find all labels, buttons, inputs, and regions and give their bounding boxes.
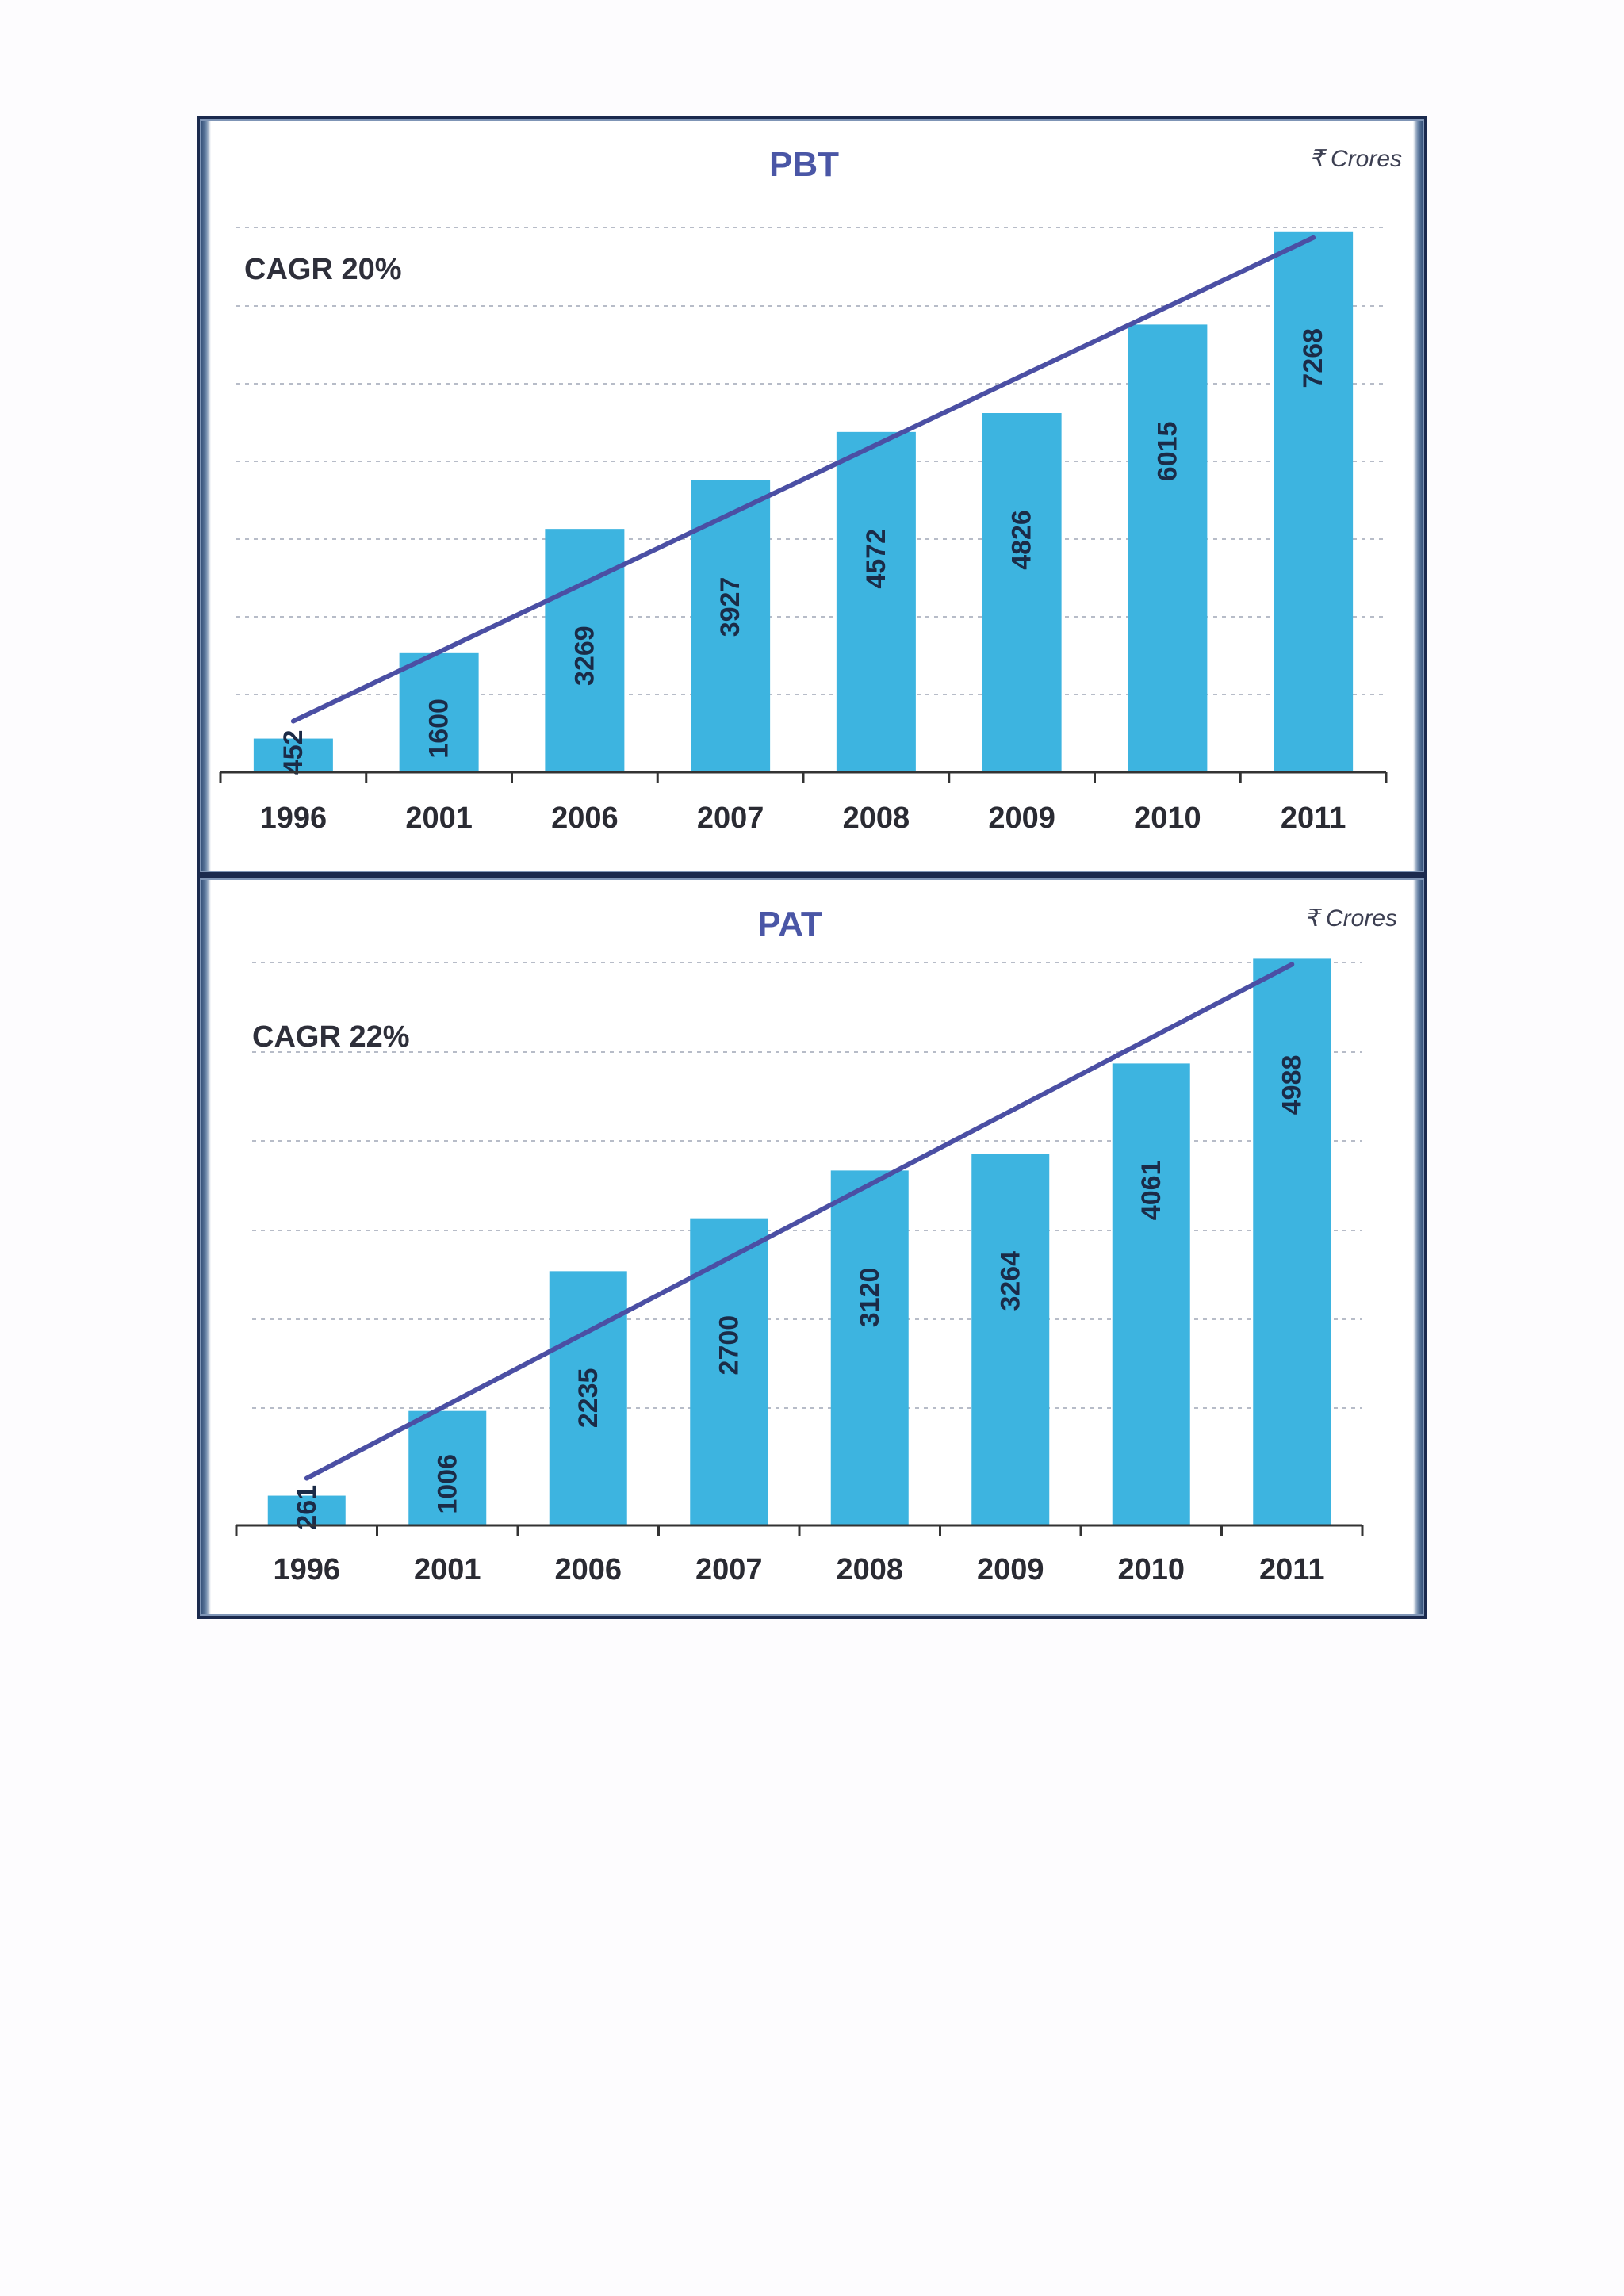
x-tick-label: 2007: [695, 1553, 763, 1586]
bar-label: 1006: [432, 1454, 462, 1514]
x-tick-label: 2006: [554, 1553, 622, 1586]
x-tick-label: 1996: [273, 1553, 340, 1586]
bar-label: 3269: [569, 626, 599, 686]
bar: [1253, 958, 1331, 1525]
bar: [1112, 1063, 1190, 1525]
bar-label: 261: [292, 1485, 322, 1530]
x-tick-label: 2011: [1259, 1553, 1324, 1586]
bar-label: 4061: [1136, 1161, 1166, 1221]
bar: [408, 1410, 487, 1525]
bar-label: 6015: [1152, 422, 1182, 482]
bar: [836, 431, 916, 772]
bar: [399, 652, 479, 772]
bar-label: 1600: [424, 698, 454, 759]
cagr-label: CAGR 20%: [244, 253, 402, 286]
x-tick-label: 2009: [977, 1553, 1044, 1586]
trend-line: [290, 235, 1316, 724]
x-tick-label: 2001: [405, 802, 473, 835]
bar-label: 4572: [861, 529, 891, 589]
unit-label: ₹ Crores: [1309, 146, 1402, 172]
x-tick-label: 2010: [1117, 1553, 1185, 1586]
bar-label: 4826: [1007, 510, 1037, 570]
chart-title: PBT: [769, 145, 839, 184]
bar: [982, 412, 1062, 772]
x-tick-label: 1996: [260, 802, 327, 835]
x-tick-label: 2008: [843, 802, 910, 835]
bar: [971, 1154, 1050, 1525]
pat-chart: PAT ₹ Crores CAGR 22% 261 1006 2235 2700 312…: [235, 905, 1397, 1586]
bar-label: 3120: [855, 1268, 885, 1328]
bar: [253, 738, 333, 772]
bar: [1128, 324, 1208, 773]
bar-label: 2700: [714, 1315, 744, 1376]
x-tick-label: 2008: [836, 1553, 903, 1586]
x-tick-label: 2011: [1281, 802, 1346, 835]
x-tick-label: 2001: [414, 1553, 481, 1586]
unit-label: ₹ Crores: [1304, 905, 1397, 932]
bar: [830, 1170, 909, 1525]
bar-label: 452: [278, 729, 308, 775]
pbt-chart: PBT ₹ Crores CAGR 20% 452 1600 3269 3927 457…: [219, 145, 1402, 835]
pbt-chart-frame: PBT ₹ Crores CAGR 20% 452 1600 3269 3927 457…: [197, 116, 1427, 875]
chart-title: PAT: [757, 905, 822, 943]
bar-label: 3927: [715, 577, 745, 637]
cagr-label: CAGR 22%: [252, 1020, 410, 1054]
x-tick-label: 2006: [551, 802, 619, 835]
bar: [1274, 231, 1354, 772]
bar: [267, 1495, 346, 1525]
pat-chart-frame: PAT ₹ Crores CAGR 22% 261 1006 2235 2700 312…: [197, 875, 1427, 1619]
x-tick-label: 2010: [1134, 802, 1201, 835]
trend-line: [304, 962, 1295, 1481]
bar: [549, 1271, 627, 1525]
bar-label: 3264: [995, 1251, 1025, 1311]
x-tick-label: 2007: [697, 802, 764, 835]
x-tick-label: 2009: [988, 802, 1055, 835]
bar-label: 4988: [1277, 1055, 1307, 1115]
bar-label: 7268: [1298, 328, 1328, 388]
bar-label: 2235: [573, 1368, 603, 1429]
